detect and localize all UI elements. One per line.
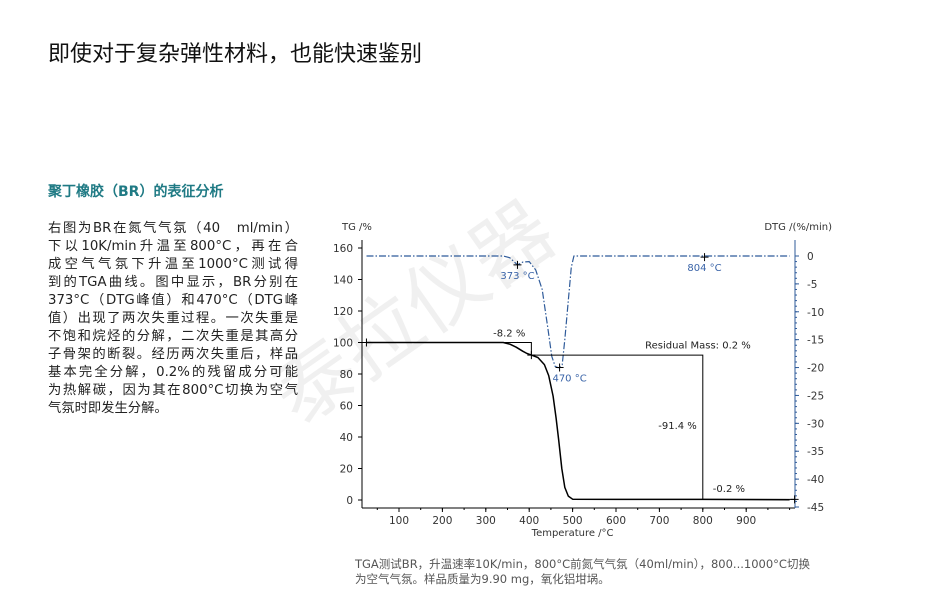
step-1-label: -8.2 % (493, 329, 525, 340)
step-1-bracket (366, 342, 532, 356)
paragraph-line: 基本完全分解，0.2%的残留成分可能 (48, 365, 298, 380)
figure-caption: TGA测试BR，升温速率10K/min，800°C前氮气气氛（40ml/min）… (355, 557, 855, 587)
y-left-tick-label: 120 (333, 306, 353, 318)
step-end-marker (790, 495, 799, 504)
x-tick-label: 500 (563, 515, 583, 527)
x-axis-label: Temperature /°C (531, 528, 614, 539)
page-title: 即使对于复杂弹性材料，也能快速鉴别 (48, 42, 423, 67)
y-right-tick-label: -45 (807, 502, 824, 514)
x-tick-label: 400 (519, 515, 539, 527)
y-right-tick-label: 0 (807, 251, 814, 263)
step-2-bracket (531, 354, 704, 500)
y-right-tick-label: -30 (807, 418, 824, 430)
x-tick-label: 600 (606, 515, 626, 527)
y-left-tick-label: 40 (340, 432, 353, 444)
y-right-tick-label: -40 (807, 474, 824, 486)
peak-marker (555, 363, 564, 372)
paragraph-line: 气氛时即发生分解。 (48, 401, 168, 416)
description-paragraph: 右图为BR在氮气气氛（40 ml/min） 下以10K/min升温至800°C，… (48, 220, 298, 418)
peak-label: 373 °C (500, 271, 534, 282)
y-left-tick-label: 160 (333, 243, 353, 255)
series-tg-line (366, 341, 790, 501)
y-left-tick-label: 100 (333, 338, 353, 350)
y-right-tick-label: -25 (807, 390, 824, 402)
peak-marker (513, 260, 522, 269)
y-right-tick-label: -15 (807, 335, 824, 347)
paragraph-line: 值）出现了两次失重过程。一次失重是 (48, 311, 298, 326)
y-left-label: TG /% (341, 222, 372, 233)
y-left-tick-label: 80 (340, 369, 353, 381)
y-left-tick-label: 140 (333, 275, 353, 287)
peak-label: 804 °C (687, 263, 721, 274)
step-start-marker (362, 338, 371, 347)
peak-marker (700, 253, 709, 262)
caption-line: 为空气气氛。样品质量为9.90 mg，氧化铝坩埚。 (355, 572, 610, 586)
paragraph-line: 下以10K/min升温至800°C，再在合 (48, 239, 298, 254)
paragraph-line: 成空气气氛下升温至1000°C测试得 (48, 257, 298, 272)
residual-mass-label: Residual Mass: 0.2 % (645, 341, 751, 352)
paragraph-line: 子骨架的断裂。经历两次失重后，样品 (48, 347, 298, 362)
x-tick-label: 300 (476, 515, 496, 527)
paragraph-line: 右图为BR在氮气气氛（40 ml/min） (48, 221, 298, 236)
peak-label: 470 °C (552, 374, 586, 385)
y-left-tick-label: 20 (340, 464, 353, 476)
caption-line: TGA测试BR，升温速率10K/min，800°C前氮气气氛（40ml/min）… (355, 557, 810, 571)
x-tick-label: 100 (389, 515, 409, 527)
y-right-tick-label: -5 (807, 279, 817, 291)
y-left-tick-label: 60 (340, 401, 353, 413)
x-tick-label: 900 (736, 515, 756, 527)
x-tick-label: 200 (432, 515, 452, 527)
y-left-tick-label: 0 (346, 495, 353, 507)
y-right-tick-label: -10 (807, 307, 824, 319)
paragraph-line: 为热解碳，因为其在800°C切换为空气 (48, 383, 298, 398)
y-right-tick-label: -35 (807, 446, 824, 458)
section-title: 聚丁橡胶（BR）的表征分析 (48, 184, 224, 200)
paragraph-line: 373°C（DTG峰值）和470°C（DTG峰 (48, 293, 298, 308)
x-tick-label: 800 (693, 515, 713, 527)
x-tick-label: 700 (649, 515, 669, 527)
step-3-label: -0.2 % (713, 484, 745, 495)
paragraph-line: 到的TGA曲线。图中显示，BR分别在 (48, 275, 298, 290)
series-dtg-line (366, 255, 790, 369)
y-right-tick-label: -20 (807, 363, 824, 375)
paragraph-line: 不饱和烷烃的分解，二次失重是其高分 (48, 329, 298, 344)
step-2-label: -91.4 % (658, 421, 697, 432)
y-right-label: DTG /(%/min) (764, 222, 832, 233)
